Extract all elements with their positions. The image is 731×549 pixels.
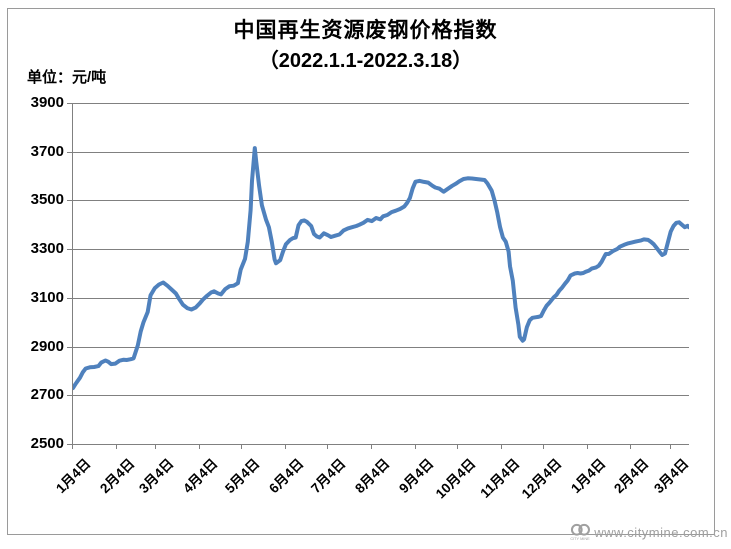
y-tick-mark — [67, 395, 72, 396]
unit-label: 单位：元/吨 — [27, 69, 107, 86]
watermark: CITY MINE www.citymine.com.cn — [569, 523, 728, 542]
y-tick-mark — [67, 444, 72, 445]
plot-area — [72, 103, 689, 445]
y-tick-label: 2900 — [30, 337, 64, 355]
logo-caption: CITY MINE — [571, 537, 591, 541]
price-index-series — [73, 146, 689, 390]
y-tick-label: 3100 — [30, 288, 64, 306]
x-tick-label: 7月4日 — [308, 455, 349, 497]
x-tick-label: 3月4日 — [650, 455, 692, 497]
x-tick-label: 10月4日 — [432, 455, 479, 502]
x-tick-mark — [241, 444, 242, 449]
y-tick-label: 2500 — [30, 435, 64, 452]
x-tick-label: 12月4日 — [518, 455, 565, 502]
y-tick-label: 3300 — [30, 240, 64, 258]
x-tick-label: 8月4日 — [351, 455, 393, 497]
y-tick-label: 3500 — [30, 191, 64, 209]
y-tick-mark — [67, 347, 72, 348]
y-tick-mark — [67, 298, 72, 299]
price-index-line-chart — [73, 103, 689, 396]
chart-subtitle: （2022.1.1-2022.3.18） — [258, 50, 473, 72]
x-tick-label: 1月4日 — [567, 455, 608, 497]
x-tick-mark — [543, 444, 544, 449]
x-tick-label: 4月4日 — [179, 455, 221, 497]
y-tick-mark — [67, 152, 72, 153]
y-tick-mark — [67, 200, 72, 201]
x-tick-mark — [116, 444, 117, 449]
x-tick-label: 2月4日 — [611, 455, 652, 497]
citymine-logo-icon: CITY MINE — [571, 523, 591, 541]
y-tick-mark — [67, 249, 72, 250]
y-tick-mark — [67, 103, 72, 104]
x-tick-mark — [501, 444, 502, 449]
x-tick-mark — [630, 444, 631, 449]
chart-title: 中国再生资源废钢价格指数 — [233, 19, 498, 42]
x-tick-label: 9月4日 — [395, 455, 436, 497]
x-tick-mark — [587, 444, 588, 449]
x-tick-mark — [285, 444, 286, 449]
x-tick-mark — [457, 444, 458, 449]
x-tick-mark — [327, 444, 328, 449]
y-tick-label: 3700 — [30, 142, 64, 160]
x-tick-mark — [415, 444, 416, 449]
x-tick-label: 6月4日 — [265, 455, 307, 497]
x-tick-mark — [155, 444, 156, 449]
x-tick-label: 5月4日 — [222, 455, 263, 497]
x-tick-label: 3月4日 — [136, 455, 177, 497]
y-tick-label: 3900 — [30, 94, 64, 111]
x-tick-mark — [199, 444, 200, 449]
y-tick-label: 2700 — [30, 386, 64, 404]
x-tick-mark — [371, 444, 372, 449]
x-tick-label: 11月4日 — [476, 455, 522, 501]
watermark-url: www.citymine.com.cn — [594, 525, 728, 540]
x-tick-mark — [670, 444, 671, 449]
x-tick-label: 2月4日 — [96, 455, 138, 497]
x-tick-label: 1月4日 — [53, 455, 94, 497]
x-tick-mark — [72, 444, 73, 449]
